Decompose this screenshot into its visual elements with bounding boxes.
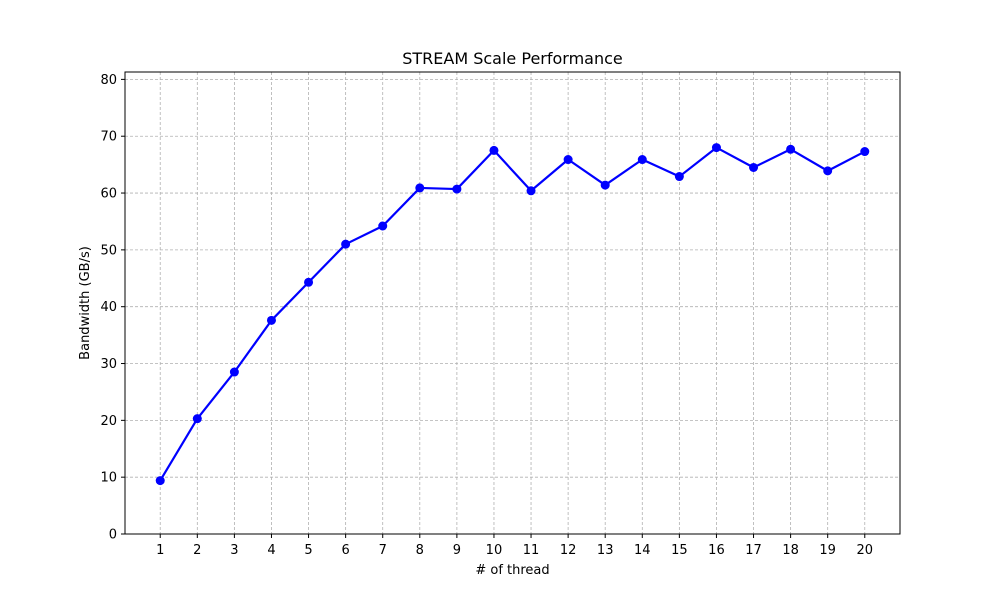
x-tick-label: 7 [379,543,387,558]
series-layer [155,143,870,486]
y-tick-label: 20 [100,414,117,429]
data-point [304,277,314,287]
data-point [341,239,351,249]
x-axis: 1 2 3 4 5 6 7 8 9 10 11 12 13 14 15 16 17 18 19 20 [156,534,873,558]
chart-title: STREAM Scale Performance [402,49,623,68]
y-tick-label: 30 [100,357,117,372]
x-tick-label: 14 [634,543,651,558]
x-tick-label: 20 [856,543,873,558]
plot-frame [124,71,901,535]
grid-lines [125,72,900,535]
data-point [711,143,721,153]
y-axis-label: Bandwidth (GB/s) [78,246,93,360]
data-point [192,414,202,424]
series-line [159,146,866,482]
data-point [823,166,833,176]
y-tick-label: 40 [100,300,117,315]
x-tick-label: 8 [416,543,424,558]
y-tick-label: 60 [100,187,117,202]
x-axis-label: # of thread [475,563,549,578]
x-tick-label: 3 [230,543,238,558]
data-point [266,315,276,325]
data-point [378,221,388,231]
x-tick-label: 11 [523,543,540,558]
x-tick-label: 5 [304,543,312,558]
data-point [415,183,425,193]
data-point [563,155,573,165]
data-point [600,180,610,190]
y-tick-label: 50 [100,243,117,258]
data-point [637,155,647,165]
x-tick-label: 13 [597,543,614,558]
data-point [786,144,796,154]
x-tick-label: 4 [267,543,275,558]
y-tick-label: 0 [109,528,117,543]
y-tick-label: 80 [100,73,117,88]
data-point [526,186,536,196]
x-tick-label: 6 [341,543,349,558]
x-tick-label: 17 [745,543,762,558]
x-tick-label: 18 [782,543,799,558]
x-tick-label: 1 [156,543,164,558]
data-point [155,476,165,486]
x-tick-label: 16 [708,543,725,558]
x-tick-label: 2 [193,543,201,558]
x-tick-label: 9 [453,543,461,558]
data-point [489,145,499,155]
x-tick-label: 10 [486,543,503,558]
data-point [452,184,462,194]
data-point [749,162,759,172]
y-axis: 0 10 20 30 40 50 60 70 80 [100,73,125,543]
y-tick-label: 70 [100,130,117,145]
data-point [674,172,684,182]
data-point [860,147,870,157]
data-point [229,367,239,377]
x-tick-label: 19 [819,543,836,558]
x-tick-label: 15 [671,543,688,558]
y-tick-label: 10 [100,471,117,486]
plot-background [125,72,900,534]
x-tick-label: 12 [560,543,577,558]
